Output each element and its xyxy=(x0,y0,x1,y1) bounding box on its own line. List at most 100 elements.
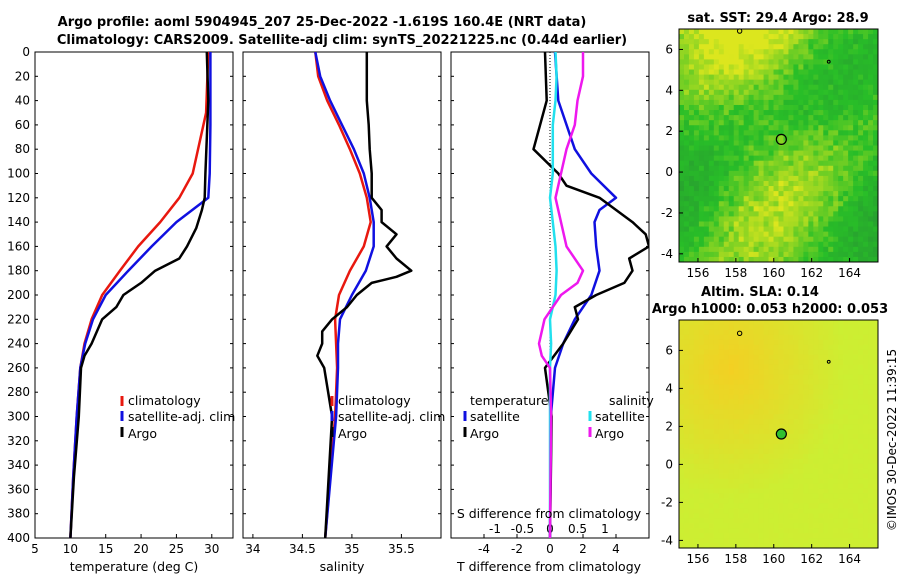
heatmap-cell xyxy=(823,64,829,71)
heatmap-cell xyxy=(738,84,745,91)
heatmap-cell xyxy=(803,528,809,534)
heatmap-cell xyxy=(758,518,765,524)
heatmap-cell xyxy=(808,29,814,35)
heatmap-cell xyxy=(868,246,874,253)
heatmap-cell xyxy=(748,175,755,182)
heatmap-cell xyxy=(758,394,765,400)
heatmap-cell xyxy=(863,458,869,465)
heatmap-cell xyxy=(688,543,695,549)
heatmap-cell xyxy=(753,241,760,248)
depth-tick-label: 180 xyxy=(7,264,30,278)
heatmap-cell xyxy=(868,231,874,238)
heatmap-cell xyxy=(723,34,730,40)
heatmap-cell xyxy=(713,324,720,331)
heatmap-cell xyxy=(803,468,809,475)
heatmap-cell xyxy=(823,364,829,371)
heatmap-cell xyxy=(813,379,819,385)
heatmap-cell xyxy=(758,438,765,445)
s-tick-label: 1 xyxy=(601,522,609,536)
heatmap-cell xyxy=(718,369,725,376)
heatmap-cell xyxy=(723,533,730,539)
heatmap-cell xyxy=(828,538,834,544)
heatmap-cell xyxy=(858,473,864,480)
heatmap-cell xyxy=(698,389,705,395)
heatmap-cell xyxy=(768,104,775,111)
heatmap-cell xyxy=(873,256,879,263)
heatmap-cell xyxy=(853,463,859,470)
heatmap-cell xyxy=(868,384,874,390)
heatmap-cell xyxy=(843,170,849,177)
heatmap-cell xyxy=(708,523,715,529)
heatmap-cell xyxy=(843,145,849,152)
heatmap-cell xyxy=(728,488,735,494)
heatmap-cell xyxy=(753,69,760,76)
heatmap-cell xyxy=(733,394,740,400)
heatmap-cell xyxy=(853,165,859,172)
heatmap-cell xyxy=(738,463,745,470)
heatmap-cell xyxy=(748,256,755,263)
heatmap-cell xyxy=(763,473,770,480)
heatmap-cell xyxy=(783,130,789,136)
heatmap-cell xyxy=(773,39,779,45)
heatmap-cell xyxy=(683,251,690,258)
heatmap-cell xyxy=(808,458,814,465)
heatmap-cell xyxy=(718,256,725,263)
depth-tick-label: 200 xyxy=(7,288,30,302)
heatmap-cell xyxy=(838,150,844,157)
heatmap-cell xyxy=(728,150,735,157)
heatmap-cell xyxy=(688,256,695,263)
heatmap-cell xyxy=(803,409,809,415)
heatmap-cell xyxy=(873,34,879,40)
heatmap-cell xyxy=(823,349,829,356)
heatmap-cell xyxy=(698,424,705,430)
heatmap-cell xyxy=(738,543,745,549)
heatmap-cell xyxy=(833,170,839,177)
heatmap-cell xyxy=(808,54,814,60)
heatmap-cell xyxy=(843,458,849,465)
heatmap-cell xyxy=(723,196,730,202)
heatmap-cell xyxy=(788,236,794,243)
heatmap-cell xyxy=(723,216,730,222)
heatmap-cell xyxy=(813,498,819,504)
heatmap-cell xyxy=(743,493,750,499)
heatmap-cell xyxy=(853,543,859,549)
heatmap-cell xyxy=(773,216,779,222)
heatmap-cell xyxy=(738,424,745,430)
heatmap-cell xyxy=(733,424,740,430)
heatmap-cell xyxy=(738,170,745,177)
heatmap-cell xyxy=(833,478,839,485)
heatmap-cell xyxy=(803,64,809,71)
salinity-xlabel: salinity xyxy=(320,559,365,574)
heatmap-cell xyxy=(688,140,695,146)
heatmap-cell xyxy=(813,488,819,494)
heatmap-cell xyxy=(783,74,789,81)
heatmap-cell xyxy=(783,251,789,258)
heatmap-cell xyxy=(843,74,849,81)
heatmap-cell xyxy=(758,334,765,341)
heatmap-cell xyxy=(803,44,809,50)
heatmap-cell xyxy=(733,160,740,167)
heatmap-cell xyxy=(828,339,834,346)
heatmap-cell xyxy=(679,329,685,336)
heatmap-cell xyxy=(833,256,839,263)
heatmap-cell xyxy=(773,399,779,405)
heatmap-cell xyxy=(703,463,710,470)
heatmap-cell xyxy=(723,498,730,504)
heatmap-cell xyxy=(803,221,809,228)
heatmap-cell xyxy=(828,438,834,445)
heatmap-cell xyxy=(733,513,740,519)
heatmap-cell xyxy=(778,145,784,152)
heatmap-cell xyxy=(758,256,765,263)
heatmap-cell xyxy=(848,110,854,116)
heatmap-cell xyxy=(833,458,839,465)
heatmap-cell xyxy=(798,399,804,405)
heatmap-cell xyxy=(763,246,770,253)
heatmap-cell xyxy=(823,251,829,258)
heatmap-cell xyxy=(863,84,869,91)
heatmap-cell xyxy=(863,538,869,544)
heatmap-cell xyxy=(748,49,755,55)
heatmap-cell xyxy=(713,329,720,336)
heatmap-cell xyxy=(743,145,750,152)
heatmap-cell xyxy=(838,344,844,351)
